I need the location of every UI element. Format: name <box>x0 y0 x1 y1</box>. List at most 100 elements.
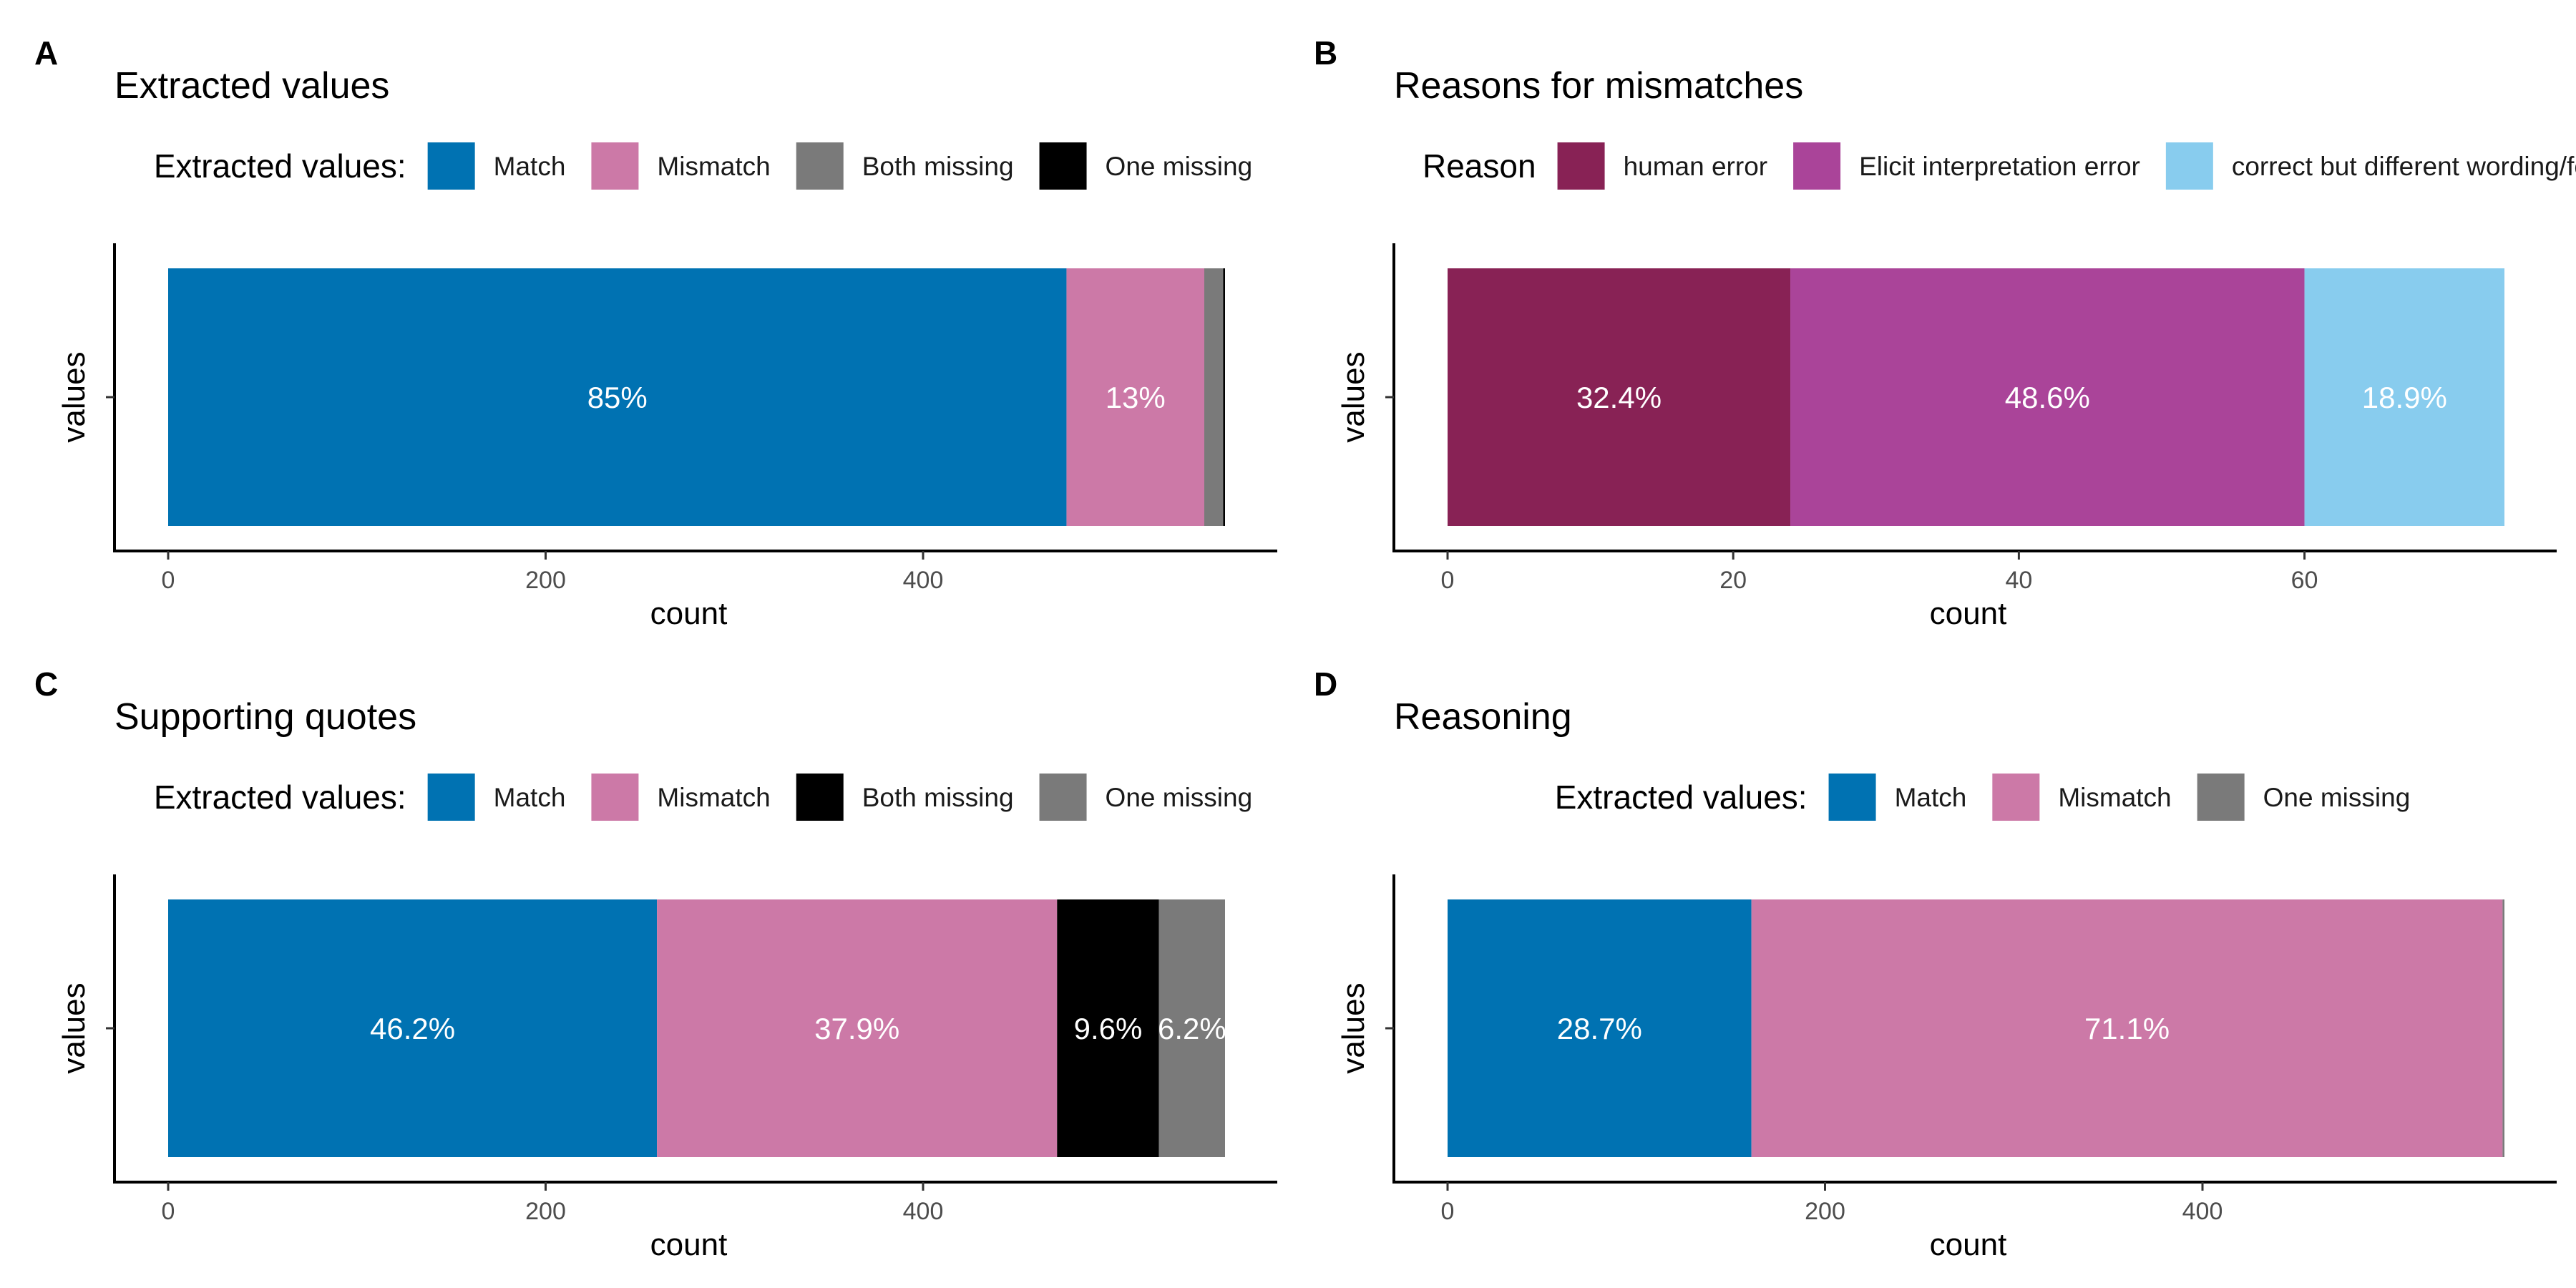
bar-label-correct-but-different-wording-format: 18.9% <box>2362 381 2447 414</box>
legend-swatch-one-missing <box>1039 142 1087 190</box>
x-tick-label-400: 400 <box>2182 1198 2223 1225</box>
legend-item-both-missing: Both missing <box>796 142 1014 190</box>
legend-item-elicit-interpretation-error: Elicit interpretation error <box>1793 142 2140 190</box>
panel-c-legend: Extracted values: Match Mismatch Both missi… <box>154 774 1252 821</box>
bar-label-elicit-interpretation-error: 48.6% <box>2005 381 2090 414</box>
bar-one-missing <box>1158 899 1225 1157</box>
x-tick-label-20: 20 <box>1719 567 1747 594</box>
bar-label-mismatch: 13% <box>1106 381 1166 414</box>
legend-swatch-match <box>1828 774 1876 821</box>
legend-label-both-missing: Both missing <box>862 783 1014 812</box>
legend-swatch-both-missing <box>796 142 844 190</box>
bar-label-match: 46.2% <box>370 1012 455 1045</box>
legend-title: Extracted values: <box>154 147 406 185</box>
panel-c-bars: 46.2% 37.9% 9.6% 6.2% <box>168 899 1226 1157</box>
panel-d-axis-lines <box>1392 874 2557 1184</box>
legend-title: Reason <box>1423 147 1536 185</box>
panel-b: B Reasons for mismatches Reason human error… <box>1314 34 2576 631</box>
bar-label-match: 28.7% <box>1557 1012 1642 1045</box>
bar-one-missing <box>2502 899 2504 1157</box>
panel-d-x-axis-title: count <box>1930 1227 2007 1262</box>
bar-match <box>1448 899 1752 1157</box>
x-tick-label-400: 400 <box>903 567 944 594</box>
x-tick-label-200: 200 <box>1805 1198 1845 1225</box>
panel-a-title: Extracted values <box>114 65 389 107</box>
legend-label-both-missing: Both missing <box>862 152 1014 181</box>
bar-match <box>168 268 1067 526</box>
legend-label-mismatch: Mismatch <box>657 152 770 181</box>
bar-correct-but-different-wording-format <box>2304 268 2504 526</box>
legend-swatch-match <box>427 774 475 821</box>
panel-a: A Extracted values Extracted values: Match M… <box>34 34 1277 631</box>
legend-label-match: Match <box>1895 783 1967 812</box>
legend-label-elicit-interpretation-error: Elicit interpretation error <box>1859 152 2140 181</box>
panel-c-y-axis-title: values <box>57 982 92 1073</box>
legend-swatch-one-missing <box>2197 774 2245 821</box>
bar-label-human-error: 32.4% <box>1576 381 1662 414</box>
legend-swatch-both-missing <box>796 774 844 821</box>
x-tick-label-0: 0 <box>162 1198 175 1225</box>
bar-label-match: 85% <box>587 381 648 414</box>
panel-a-axis-lines <box>113 243 1277 552</box>
x-tick-label-0: 0 <box>1441 567 1455 594</box>
legend-label-correct-but-different-wording-format: correct but different wording/format <box>2232 152 2576 181</box>
bar-both-missing <box>1057 899 1159 1157</box>
legend-item-both-missing: Both missing <box>796 774 1014 821</box>
legend-label-mismatch: Mismatch <box>2058 783 2171 812</box>
legend-title: Extracted values: <box>1555 779 1807 816</box>
bar-one-missing <box>1223 268 1225 526</box>
legend-label-mismatch: Mismatch <box>657 783 770 812</box>
x-tick-label-0: 0 <box>162 567 175 594</box>
legend-item-one-missing: One missing <box>2197 774 2410 821</box>
legend-label-one-missing: One missing <box>1106 152 1253 181</box>
legend-title: Extracted values: <box>154 779 406 816</box>
panel-c-x-axis-title: count <box>650 1227 728 1262</box>
x-tick-label-400: 400 <box>903 1198 944 1225</box>
legend-item-one-missing: One missing <box>1039 774 1253 821</box>
legend-swatch-mismatch <box>591 774 639 821</box>
panel-d-bars: 28.7% 71.1% <box>1448 899 2504 1157</box>
panel-c-axis-lines <box>113 874 1277 1184</box>
panel-b-bars: 32.4% 48.6% 18.9% <box>1448 268 2504 526</box>
panel-d-title: Reasoning <box>1394 696 1572 738</box>
panel-a-bars: 85% 13% <box>168 268 1225 526</box>
panel-b-letter: B <box>1314 34 1337 72</box>
panel-d-letter: D <box>1314 665 1337 703</box>
legend-swatch-elicit-interpretation-error <box>1793 142 1841 190</box>
panel-b-axis-lines <box>1392 243 2557 552</box>
bar-label-both-missing: 9.6% <box>1074 1012 1143 1045</box>
legend-swatch-one-missing <box>1039 774 1087 821</box>
panel-c-letter: C <box>34 665 58 703</box>
panel-a-x-axis-title: count <box>650 596 728 631</box>
legend-item-match: Match <box>427 774 565 821</box>
bar-human-error <box>1448 268 1791 526</box>
panel-d-y-axis-title: values <box>1336 982 1371 1073</box>
legend-label-human-error: human error <box>1624 152 1768 181</box>
x-tick-label-200: 200 <box>525 567 566 594</box>
panel-a-legend: Extracted values: Match Mismatch Both missi… <box>154 142 1252 190</box>
bar-match <box>168 899 658 1157</box>
panel-c: C Supporting quotes Extracted values: Match… <box>34 665 1277 1262</box>
bar-mismatch <box>1751 899 2503 1157</box>
legend-item-correct-but-different-wording-format: correct but different wording/format <box>2165 142 2576 190</box>
legend-item-mismatch: Mismatch <box>591 774 771 821</box>
legend-label-one-missing: One missing <box>1106 783 1253 812</box>
legend-swatch-correct-but-different-wording-format <box>2165 142 2213 190</box>
legend-item-match: Match <box>1828 774 1967 821</box>
panel-d-legend: Extracted values: Match Mismatch One missin… <box>1555 774 2410 821</box>
legend-swatch-human-error <box>1557 142 1605 190</box>
panel-b-y-axis-title: values <box>1336 351 1371 442</box>
bar-label-mismatch: 37.9% <box>814 1012 899 1045</box>
bar-label-one-missing: 6.2% <box>1158 1012 1226 1045</box>
panel-d: D Reasoning Extracted values: Match Mismatch… <box>1314 665 2557 1262</box>
legend-label-match: Match <box>494 152 566 181</box>
panel-a-y-axis-title: values <box>57 351 92 442</box>
legend-swatch-mismatch <box>1992 774 2040 821</box>
legend-swatch-mismatch <box>591 142 639 190</box>
x-tick-label-40: 40 <box>2005 567 2032 594</box>
bar-elicit-interpretation-error <box>1790 268 2305 526</box>
bar-both-missing <box>1204 268 1224 526</box>
panel-a-letter: A <box>34 34 58 72</box>
panel-b-title: Reasons for mismatches <box>1394 65 1803 107</box>
